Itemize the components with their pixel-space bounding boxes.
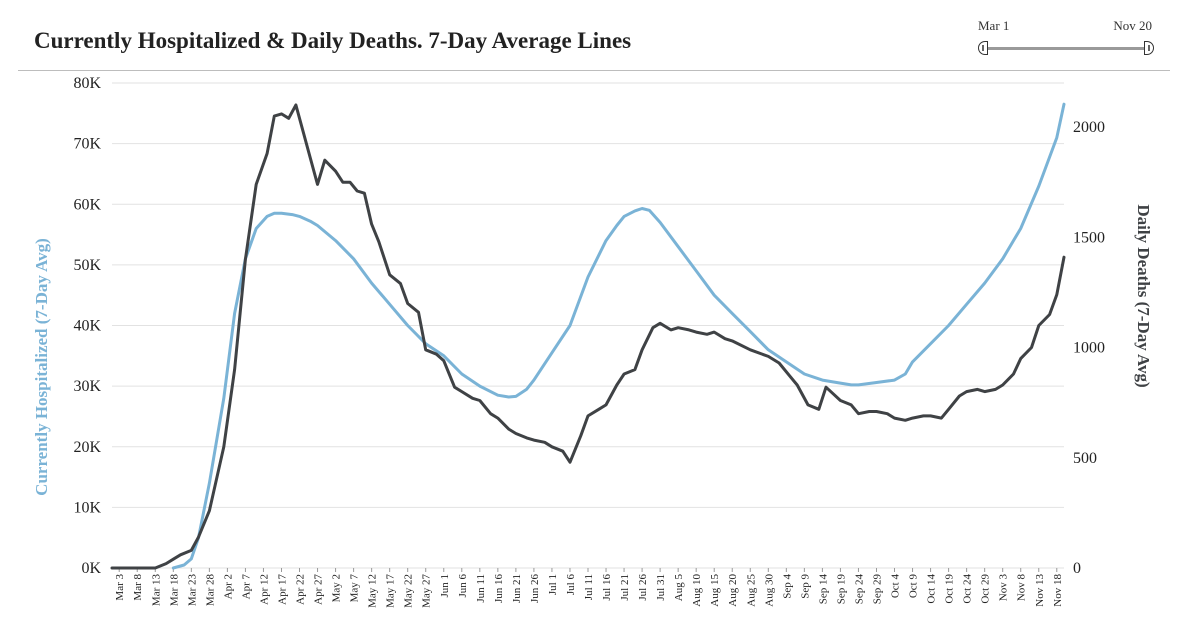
x-tick-label: Jul 6: [565, 574, 577, 596]
x-tick-label: Oct 29: [980, 574, 992, 604]
x-tick-label: Nov 18: [1052, 574, 1064, 607]
x-tick-label: Sep 14: [817, 574, 829, 605]
left-y-tick-label: 20K: [73, 439, 101, 456]
x-tick-label: Jul 11: [583, 574, 595, 600]
left-y-tick-label: 60K: [73, 196, 101, 213]
x-tick-label: Sep 9: [799, 574, 811, 599]
hospitalized-line: [171, 102, 1066, 570]
x-tick-label: Apr 17: [276, 574, 288, 605]
x-tick-label: Oct 14: [926, 574, 938, 604]
x-tick-label: Sep 4: [781, 574, 793, 599]
x-tick-label: May 17: [385, 574, 397, 608]
x-tick-label: May 27: [421, 574, 433, 608]
x-tick-label: Oct 19: [944, 574, 956, 604]
x-tick-label: Aug 10: [691, 574, 703, 607]
series-layer: [110, 102, 1066, 570]
left-y-tick-label: 70K: [73, 136, 101, 153]
range-end-handle[interactable]: [1144, 41, 1154, 55]
x-tick-label: Apr 7: [240, 574, 252, 600]
x-tick-label: Apr 22: [295, 574, 307, 605]
x-tick-label: Apr 27: [313, 574, 325, 605]
x-tick-label: Aug 15: [709, 574, 721, 607]
deaths-line: [110, 103, 1066, 570]
x-tick-label: Oct 4: [890, 574, 902, 599]
left-y-tick-label: 0K: [81, 560, 101, 577]
left-y-tick-label: 30K: [73, 378, 101, 395]
range-track[interactable]: [986, 47, 1146, 50]
range-end-label: Nov 20: [1113, 18, 1152, 33]
header-divider: [18, 70, 1170, 71]
x-tick-label: Mar 3: [114, 574, 126, 601]
x-tick-label: May 7: [349, 574, 361, 603]
left-y-axis-title: Currently Hospitalized (7-Day Avg): [32, 238, 51, 496]
x-tick-label: Jul 16: [601, 574, 613, 601]
left-y-axis-ticks: 0K 10K 20K 30K 40K 50K 60K 70K 80K: [73, 75, 101, 577]
x-tick-label: Apr 12: [258, 574, 270, 605]
gridlines: [112, 82, 1064, 569]
left-y-tick-label: 40K: [73, 318, 101, 335]
x-tick-label: Aug 25: [745, 574, 757, 607]
x-tick-label: Jun 26: [529, 574, 541, 604]
x-tick-label: Jul 1: [547, 574, 559, 595]
x-tick-label: Mar 23: [186, 574, 198, 607]
range-start-handle[interactable]: [978, 41, 988, 55]
x-tick-label: Aug 20: [727, 574, 739, 607]
x-tick-label: Jul 21: [619, 574, 631, 601]
right-y-tick-label: 1500: [1073, 229, 1105, 246]
x-tick-label: Jun 11: [475, 574, 487, 603]
right-y-tick-label: 500: [1073, 450, 1097, 467]
x-tick-label: Sep 29: [871, 574, 883, 605]
x-tick-label: Jun 1: [439, 574, 451, 598]
x-tick-label: Mar 28: [204, 574, 216, 607]
x-tick-label: May 2: [331, 574, 343, 602]
x-tick-label: Nov 8: [1016, 574, 1028, 602]
x-tick-label: Aug 5: [673, 574, 685, 602]
x-tick-label: Jun 16: [493, 574, 505, 604]
x-tick-label: Jul 26: [637, 574, 649, 601]
x-tick-label: Mar 18: [168, 574, 180, 607]
right-y-axis-ticks: 0 500 1000 1500 2000: [1073, 119, 1105, 577]
left-y-tick-label: 50K: [73, 257, 101, 274]
x-tick-label: Apr 2: [222, 574, 234, 599]
x-axis-ticks: Mar 3 Mar 8 Mar 13 Mar 18 Mar 23 Mar 28 Apr 2 A…: [114, 568, 1064, 608]
x-tick-label: Mar 8: [132, 574, 144, 601]
date-range-slider[interactable]: Mar 1 Nov 20: [976, 18, 1156, 62]
x-tick-label: May 12: [367, 574, 379, 608]
x-tick-label: Sep 19: [835, 574, 847, 605]
right-y-axis-title: Daily Deaths (7-Day Avg): [1134, 204, 1153, 387]
x-tick-label: Oct 24: [962, 574, 974, 604]
right-y-tick-label: 1000: [1073, 340, 1105, 357]
x-tick-label: Nov 3: [998, 574, 1010, 602]
x-tick-label: Jun 21: [511, 574, 523, 603]
chart-title: Currently Hospitalized & Daily Deaths. 7…: [34, 28, 632, 53]
left-y-tick-label: 10K: [73, 499, 101, 516]
x-tick-label: Nov 13: [1034, 574, 1046, 607]
x-tick-label: Sep 24: [853, 574, 865, 605]
x-tick-label: Oct 9: [908, 574, 920, 599]
x-tick-label: Jul 31: [655, 574, 667, 601]
x-tick-label: Aug 30: [763, 574, 775, 607]
left-y-tick-label: 80K: [73, 75, 101, 92]
x-tick-label: Mar 13: [150, 574, 162, 607]
x-tick-label: Jun 6: [457, 574, 469, 598]
range-start-label: Mar 1: [978, 18, 1010, 33]
x-tick-label: May 22: [403, 574, 415, 608]
right-y-tick-label: 0: [1073, 560, 1081, 577]
right-y-tick-label: 2000: [1073, 119, 1105, 136]
